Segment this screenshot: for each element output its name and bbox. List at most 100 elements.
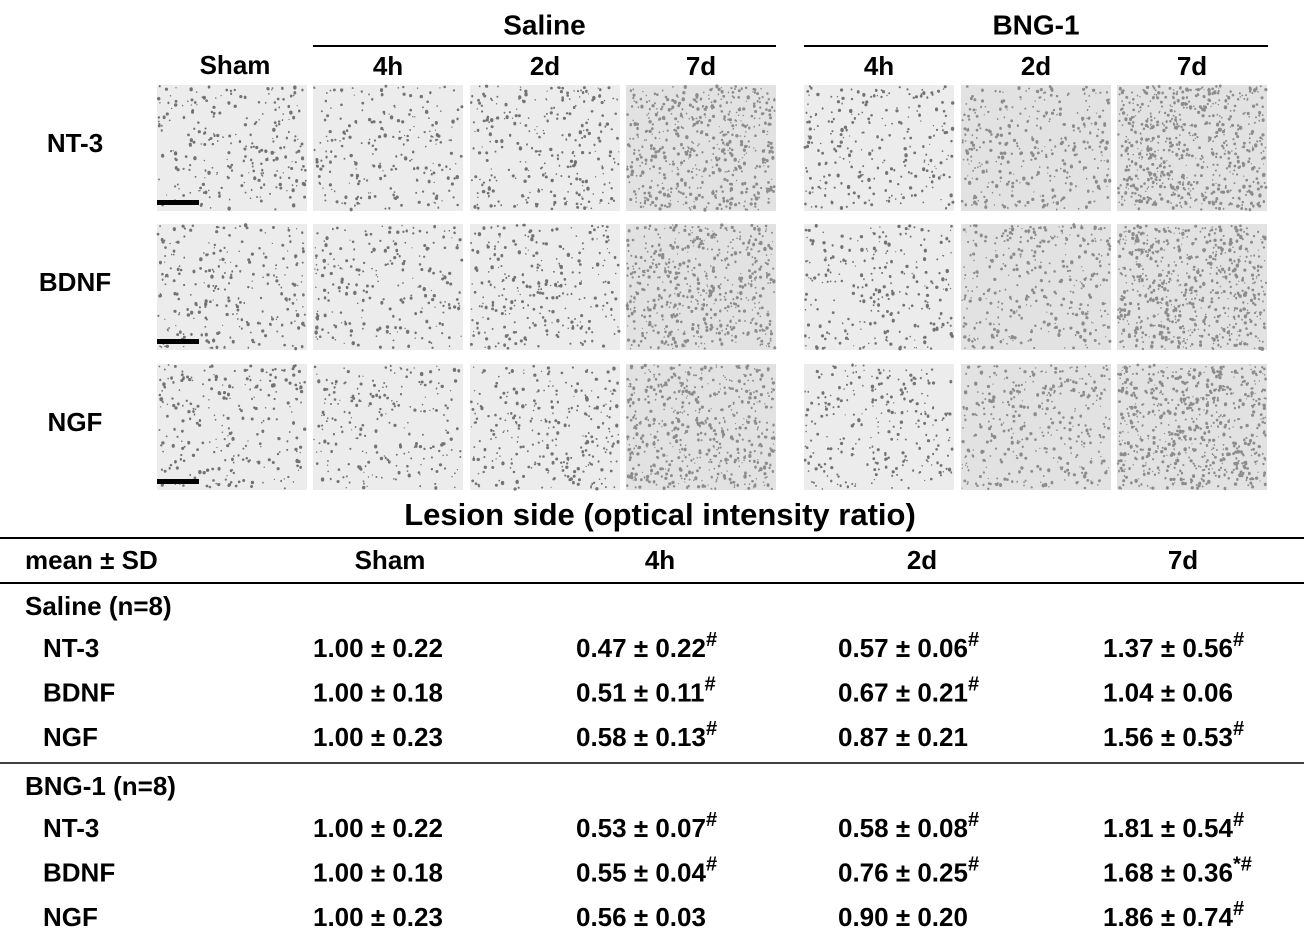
- table-header: 4h: [645, 545, 675, 575]
- section-label: Saline (n=8): [25, 591, 172, 621]
- cell-mark: #: [968, 629, 979, 651]
- table-cell: 0.56 ± 0.03: [576, 902, 706, 932]
- cell-value: 1.37 ± 0.56: [1103, 633, 1233, 663]
- cell-nuclei: [156, 223, 306, 351]
- micrograph: [1117, 364, 1267, 490]
- scale-bar: [157, 339, 199, 344]
- table-cell: 1.68 ± 0.36*#: [1103, 854, 1252, 888]
- cell-mark: *#: [1233, 854, 1252, 876]
- row-label: BDNF: [43, 857, 115, 887]
- cell-nuclei: [803, 85, 955, 210]
- table-header: 7d: [1168, 545, 1198, 575]
- table-cell: 1.00 ± 0.23: [313, 722, 443, 752]
- group-label: Saline: [503, 9, 585, 40]
- cell-nuclei: [470, 364, 620, 491]
- table-cell: 1.04 ± 0.06: [1103, 677, 1233, 707]
- row-label: NGF: [43, 902, 98, 932]
- table-cell: 0.87 ± 0.21: [838, 722, 968, 752]
- column-label: 2d: [1021, 51, 1051, 81]
- cell-value: 1.00 ± 0.18: [313, 857, 443, 887]
- micrograph: [313, 85, 463, 211]
- table-header: 2d: [907, 545, 937, 575]
- micrograph: [626, 364, 776, 490]
- table-cell: 1.00 ± 0.22: [313, 813, 443, 843]
- table-cell: 0.67 ± 0.21#: [838, 674, 979, 708]
- table-cell: 0.51 ± 0.11#: [576, 674, 716, 708]
- cell-nuclei: [961, 364, 1111, 490]
- scale-bar: [157, 479, 199, 484]
- table-cell: 1.56 ± 0.53#: [1103, 718, 1244, 752]
- cell-value: 1.00 ± 0.22: [313, 813, 443, 843]
- cell-value: 0.47 ± 0.22: [576, 633, 706, 663]
- cell-value: 0.58 ± 0.08: [838, 813, 968, 843]
- cell-value: 1.81 ± 0.54: [1103, 813, 1233, 843]
- cell-nuclei: [313, 364, 462, 490]
- row-label: NT-3: [47, 128, 103, 158]
- cell-value: 1.00 ± 0.18: [313, 677, 443, 707]
- cell-value: 0.67 ± 0.21: [838, 677, 968, 707]
- cell-mark: #: [706, 629, 717, 651]
- cell-mark: #: [706, 718, 717, 740]
- cell-value: 1.86 ± 0.74: [1103, 902, 1233, 932]
- table-cell: 0.90 ± 0.20: [838, 902, 968, 932]
- table-cell: 1.81 ± 0.54#: [1103, 809, 1244, 843]
- cell-nuclei: [158, 364, 307, 490]
- column-label: 4h: [373, 51, 403, 81]
- cell-nuclei: [626, 84, 776, 212]
- cell-nuclei: [470, 84, 620, 211]
- cell-mark: #: [968, 674, 979, 696]
- table-cell: 0.58 ± 0.08#: [838, 809, 979, 843]
- cell-value: 0.55 ± 0.04: [576, 857, 706, 887]
- micrograph: [804, 224, 954, 350]
- table-header: mean ± SD: [25, 545, 158, 575]
- cell-nuclei: [803, 363, 954, 490]
- table-cell: 0.76 ± 0.25#: [838, 854, 979, 888]
- cell-mark: #: [1233, 898, 1244, 920]
- table-cell: 1.86 ± 0.74#: [1103, 898, 1244, 932]
- cell-mark: #: [1233, 629, 1244, 651]
- cell-mark: #: [1233, 718, 1244, 740]
- table-cell: 0.55 ± 0.04#: [576, 854, 717, 888]
- row-label: BDNF: [43, 677, 115, 707]
- cell-nuclei: [1116, 363, 1267, 491]
- cell-nuclei: [469, 223, 621, 350]
- cell-value: 1.68 ± 0.36: [1103, 857, 1233, 887]
- cell-mark: #: [968, 809, 979, 831]
- cell-mark: #: [1233, 809, 1244, 831]
- cell-nuclei: [1117, 84, 1268, 212]
- row-label: NT-3: [43, 633, 99, 663]
- cell-value: 0.51 ± 0.11: [576, 677, 705, 707]
- section-label: BNG-1 (n=8): [25, 771, 176, 801]
- table-cell: 1.00 ± 0.22: [313, 633, 443, 663]
- cell-value: 0.90 ± 0.20: [838, 902, 968, 932]
- cell-value: 0.87 ± 0.21: [838, 722, 968, 752]
- cell-value: 1.04 ± 0.06: [1103, 677, 1233, 707]
- cell-value: 1.00 ± 0.22: [313, 633, 443, 663]
- table-header: Sham: [355, 545, 426, 575]
- cell-mark: #: [968, 854, 979, 876]
- micrograph: [157, 364, 307, 490]
- table-cell: 0.47 ± 0.22#: [576, 629, 717, 663]
- table-cell: 1.37 ± 0.56#: [1103, 629, 1244, 663]
- table-cell: 0.53 ± 0.07#: [576, 809, 717, 843]
- cell-nuclei: [625, 223, 777, 350]
- micrograph: [470, 224, 620, 350]
- table-cell: 0.57 ± 0.06#: [838, 629, 979, 663]
- cell-mark: #: [706, 854, 717, 876]
- column-label: Sham: [200, 50, 271, 80]
- cell-nuclei: [960, 85, 1112, 211]
- cell-value: 0.56 ± 0.03: [576, 902, 706, 932]
- table-title: Lesion side (optical intensity ratio): [404, 497, 916, 532]
- table-cell: 1.00 ± 0.18: [313, 857, 443, 887]
- micrograph: [961, 364, 1111, 490]
- cell-mark: #: [705, 674, 716, 696]
- scale-bar: [157, 200, 199, 205]
- row-label: NT-3: [43, 813, 99, 843]
- row-label: NGF: [48, 407, 103, 437]
- micrograph: [470, 85, 620, 211]
- cell-nuclei: [1116, 224, 1268, 352]
- cell-value: 1.56 ± 0.53: [1103, 722, 1233, 752]
- cell-value: 1.00 ± 0.23: [313, 902, 443, 932]
- cell-nuclei: [961, 223, 1112, 350]
